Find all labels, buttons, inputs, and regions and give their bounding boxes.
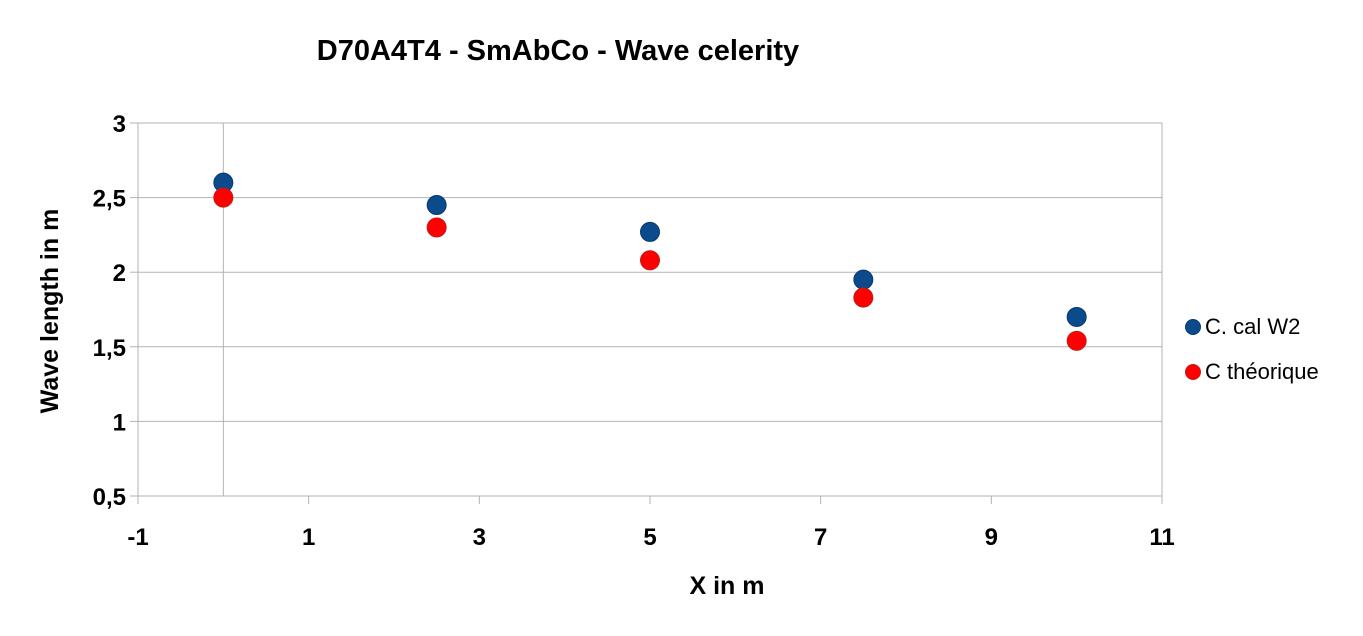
x-tick-label: 5 xyxy=(643,524,656,551)
x-axis-title: X in m xyxy=(689,572,764,600)
legend-label: C théorique xyxy=(1205,359,1319,384)
data-point-c-cal-w2 xyxy=(426,195,447,216)
x-tick-label: 9 xyxy=(985,524,998,551)
data-point-c-cal-w2 xyxy=(640,221,660,242)
data-point-c-th-orique xyxy=(426,217,447,238)
x-tick-label: 3 xyxy=(473,524,486,551)
data-point-c-cal-w2 xyxy=(853,269,874,290)
y-tick-label: 1,5 xyxy=(93,335,126,362)
x-tick-label: 11 xyxy=(1149,524,1174,551)
y-tick-label: 3 xyxy=(113,111,126,138)
y-axis-title: Wave length in m xyxy=(36,209,64,414)
data-point-c-cal-w2 xyxy=(1066,306,1087,327)
data-point-c-th-orique xyxy=(853,287,874,308)
data-point-c-th-orique xyxy=(213,187,234,208)
legend-label: C. cal W2 xyxy=(1205,314,1300,339)
y-tick-label: 1 xyxy=(113,409,126,436)
y-tick-label: 0,5 xyxy=(93,484,126,511)
y-tick-label: 2 xyxy=(113,260,126,287)
x-tick-label: 1 xyxy=(302,524,315,551)
legend-marker xyxy=(1185,319,1201,335)
data-point-c-th-orique xyxy=(1066,330,1087,351)
legend: C. cal W2 C théorique xyxy=(1185,314,1319,384)
y-tick-label: 2,5 xyxy=(93,186,126,213)
x-tick-label: -1 xyxy=(127,524,148,551)
x-tick-label: 7 xyxy=(814,524,827,551)
plot-area: 0,5 1 1,5 2 2,5 3 -1 1 3 5 7 9 11 xyxy=(93,111,1175,551)
plot-frame xyxy=(137,122,1163,497)
data-point-c-th-orique xyxy=(640,250,660,271)
chart-title: D70A4T4 - SmAbCo - Wave celerity xyxy=(317,35,799,67)
legend-marker xyxy=(1185,364,1201,380)
